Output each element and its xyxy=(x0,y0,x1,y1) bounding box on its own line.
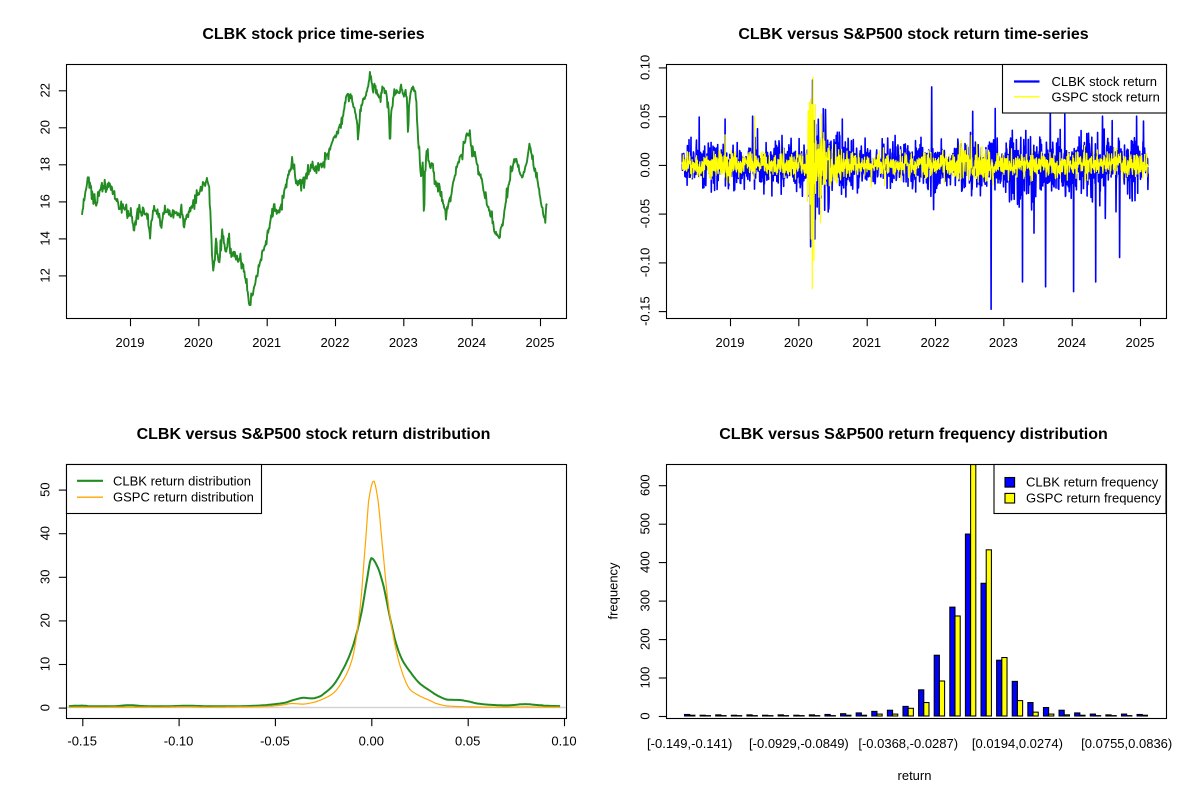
svg-text:2024: 2024 xyxy=(457,335,486,350)
svg-text:50: 50 xyxy=(38,482,53,496)
svg-text:0.10: 0.10 xyxy=(638,55,653,80)
svg-text:0.00: 0.00 xyxy=(359,734,384,749)
svg-text:return: return xyxy=(898,768,932,783)
svg-text:2022: 2022 xyxy=(321,335,350,350)
svg-text:20: 20 xyxy=(38,613,53,627)
svg-text:[0.0194,0.0274): [0.0194,0.0274) xyxy=(972,736,1063,751)
svg-text:12: 12 xyxy=(38,268,53,282)
svg-text:2022: 2022 xyxy=(921,335,950,350)
svg-text:GSPC stock return: GSPC stock return xyxy=(1052,90,1160,105)
svg-text:0: 0 xyxy=(638,712,653,719)
svg-text:2025: 2025 xyxy=(1126,335,1155,350)
svg-text:CLBK return frequency: CLBK return frequency xyxy=(1026,474,1159,489)
svg-text:0.05: 0.05 xyxy=(455,734,480,749)
svg-text:16: 16 xyxy=(38,194,53,208)
svg-text:CLBK return distribution: CLBK return distribution xyxy=(113,473,251,488)
svg-text:[-0.0929,-0.0849): [-0.0929,-0.0849) xyxy=(749,736,849,751)
svg-text:2025: 2025 xyxy=(526,335,555,350)
svg-text:30: 30 xyxy=(38,570,53,584)
svg-text:200: 200 xyxy=(638,628,653,650)
svg-text:22: 22 xyxy=(38,83,53,97)
svg-text:-0.15: -0.15 xyxy=(638,296,653,326)
svg-text:300: 300 xyxy=(638,590,653,612)
svg-text:2020: 2020 xyxy=(184,335,213,350)
svg-text:2024: 2024 xyxy=(1057,335,1086,350)
svg-text:2021: 2021 xyxy=(852,335,881,350)
svg-text:14: 14 xyxy=(38,231,53,245)
svg-text:-0.10: -0.10 xyxy=(164,734,194,749)
svg-text:400: 400 xyxy=(638,551,653,573)
svg-text:0.10: 0.10 xyxy=(551,734,576,749)
svg-text:600: 600 xyxy=(638,474,653,496)
svg-text:-0.05: -0.05 xyxy=(260,734,290,749)
svg-text:500: 500 xyxy=(638,513,653,535)
svg-text:2023: 2023 xyxy=(389,335,418,350)
svg-text:100: 100 xyxy=(638,667,653,689)
svg-text:CLBK stock price time-series: CLBK stock price time-series xyxy=(202,26,424,43)
svg-text:CLBK versus S&P500 stock retur: CLBK versus S&P500 stock return distribu… xyxy=(137,426,491,443)
svg-text:2020: 2020 xyxy=(784,335,813,350)
svg-text:GSPC return frequency: GSPC return frequency xyxy=(1026,490,1162,505)
svg-text:CLBK stock return: CLBK stock return xyxy=(1052,74,1158,89)
svg-text:frequency: frequency xyxy=(606,562,621,620)
svg-text:0.05: 0.05 xyxy=(638,104,653,129)
svg-text:0.00: 0.00 xyxy=(638,152,653,177)
svg-text:[-0.0368,-0.0287): [-0.0368,-0.0287) xyxy=(858,736,958,751)
svg-text:0: 0 xyxy=(38,704,53,711)
svg-text:-0.10: -0.10 xyxy=(638,248,653,278)
svg-text:2019: 2019 xyxy=(116,335,145,350)
svg-text:[0.0755,0.0836): [0.0755,0.0836) xyxy=(1081,736,1172,751)
svg-text:10: 10 xyxy=(38,657,53,671)
svg-text:CLBK versus S&P500 return freq: CLBK versus S&P500 return frequency dist… xyxy=(719,426,1108,443)
svg-text:2023: 2023 xyxy=(989,335,1018,350)
svg-text:GSPC return distribution: GSPC return distribution xyxy=(113,490,254,505)
svg-text:-0.05: -0.05 xyxy=(638,199,653,229)
svg-text:20: 20 xyxy=(38,120,53,134)
svg-text:2019: 2019 xyxy=(716,335,745,350)
svg-text:2021: 2021 xyxy=(252,335,281,350)
svg-text:-0.15: -0.15 xyxy=(67,734,97,749)
svg-text:18: 18 xyxy=(38,157,53,171)
svg-text:[-0.149,-0.141): [-0.149,-0.141) xyxy=(647,736,732,751)
svg-text:CLBK versus S&P500 stock retur: CLBK versus S&P500 stock return time-ser… xyxy=(738,26,1088,43)
svg-text:40: 40 xyxy=(38,526,53,540)
